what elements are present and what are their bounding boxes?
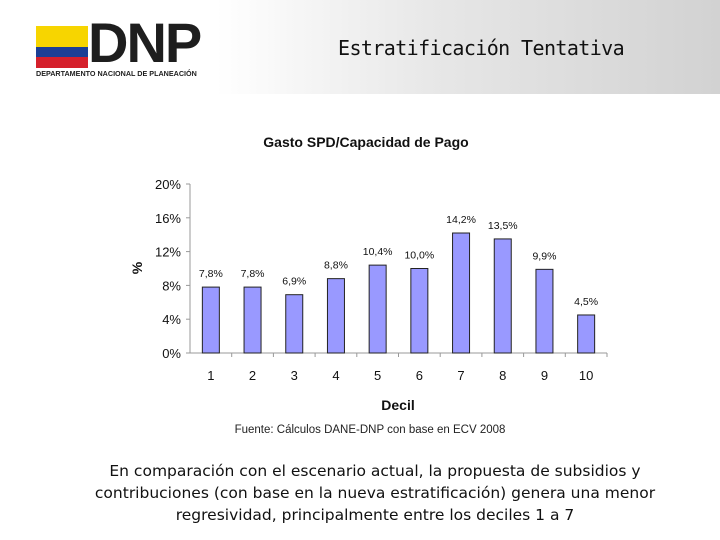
data-label: 4,5%	[574, 296, 598, 308]
data-label: 7,8%	[241, 268, 265, 280]
y-tick-label: 12%	[155, 245, 181, 260]
x-tick-label: 2	[249, 368, 256, 383]
x-tick-label: 8	[499, 368, 506, 383]
data-label: 10,0%	[404, 250, 434, 262]
slide-title: Estratificación Tentativa	[338, 36, 625, 60]
y-tick-label: 16%	[155, 211, 181, 226]
x-tick-label: 4	[332, 368, 339, 383]
x-tick-label: 7	[457, 368, 464, 383]
bar	[452, 232, 471, 354]
y-axis-label: %	[129, 261, 145, 274]
bar	[285, 294, 304, 354]
data-label: 9,9%	[532, 250, 556, 262]
bar	[326, 278, 345, 354]
y-tick-label: 20%	[155, 177, 181, 192]
caption-text: En comparación con el escenario actual, …	[94, 462, 656, 524]
x-tick-label: 6	[416, 368, 423, 383]
source-label: Fuente	[234, 424, 271, 436]
bar	[577, 314, 596, 354]
bar	[243, 286, 262, 354]
data-label: 8,8%	[324, 260, 348, 272]
bar	[535, 268, 554, 354]
data-label: 14,2%	[446, 214, 476, 226]
logo-name: DNP	[88, 11, 202, 74]
header-banner: DNP DEPARTAMENTO NACIONAL DE PLANEACIÓN …	[0, 0, 720, 94]
x-axis-label: Decil	[381, 397, 414, 413]
logo-subtitle: DEPARTAMENTO NACIONAL DE PLANEACIÓN	[36, 69, 197, 78]
x-tick-label: 9	[541, 368, 548, 383]
y-tick-label: 8%	[162, 278, 181, 293]
x-tick-label: 10	[579, 368, 593, 383]
colombia-flag-icon	[36, 26, 88, 68]
data-label: 6,9%	[282, 276, 306, 288]
source-text: : Cálculos DANE-DNP con base en ECV 2008	[270, 424, 506, 436]
bar	[201, 286, 220, 354]
bar	[368, 264, 387, 354]
x-tick-label: 3	[291, 368, 298, 383]
y-tick-label: 0%	[162, 346, 181, 361]
bar	[493, 238, 512, 354]
x-tick-label: 5	[374, 368, 381, 383]
source-note: Fuente: Cálculos DANE-DNP con base en EC…	[0, 424, 720, 436]
chart-title: Gasto SPD/Capacidad de Pago	[263, 134, 468, 150]
data-label: 7,8%	[199, 268, 223, 280]
dnp-logo: DNP DEPARTAMENTO NACIONAL DE PLANEACIÓN	[36, 12, 226, 82]
data-label: 13,5%	[488, 220, 518, 232]
bar	[410, 268, 429, 354]
data-label: 10,4%	[363, 246, 393, 258]
y-tick-label: 4%	[162, 312, 181, 327]
x-tick-label: 1	[207, 368, 214, 383]
